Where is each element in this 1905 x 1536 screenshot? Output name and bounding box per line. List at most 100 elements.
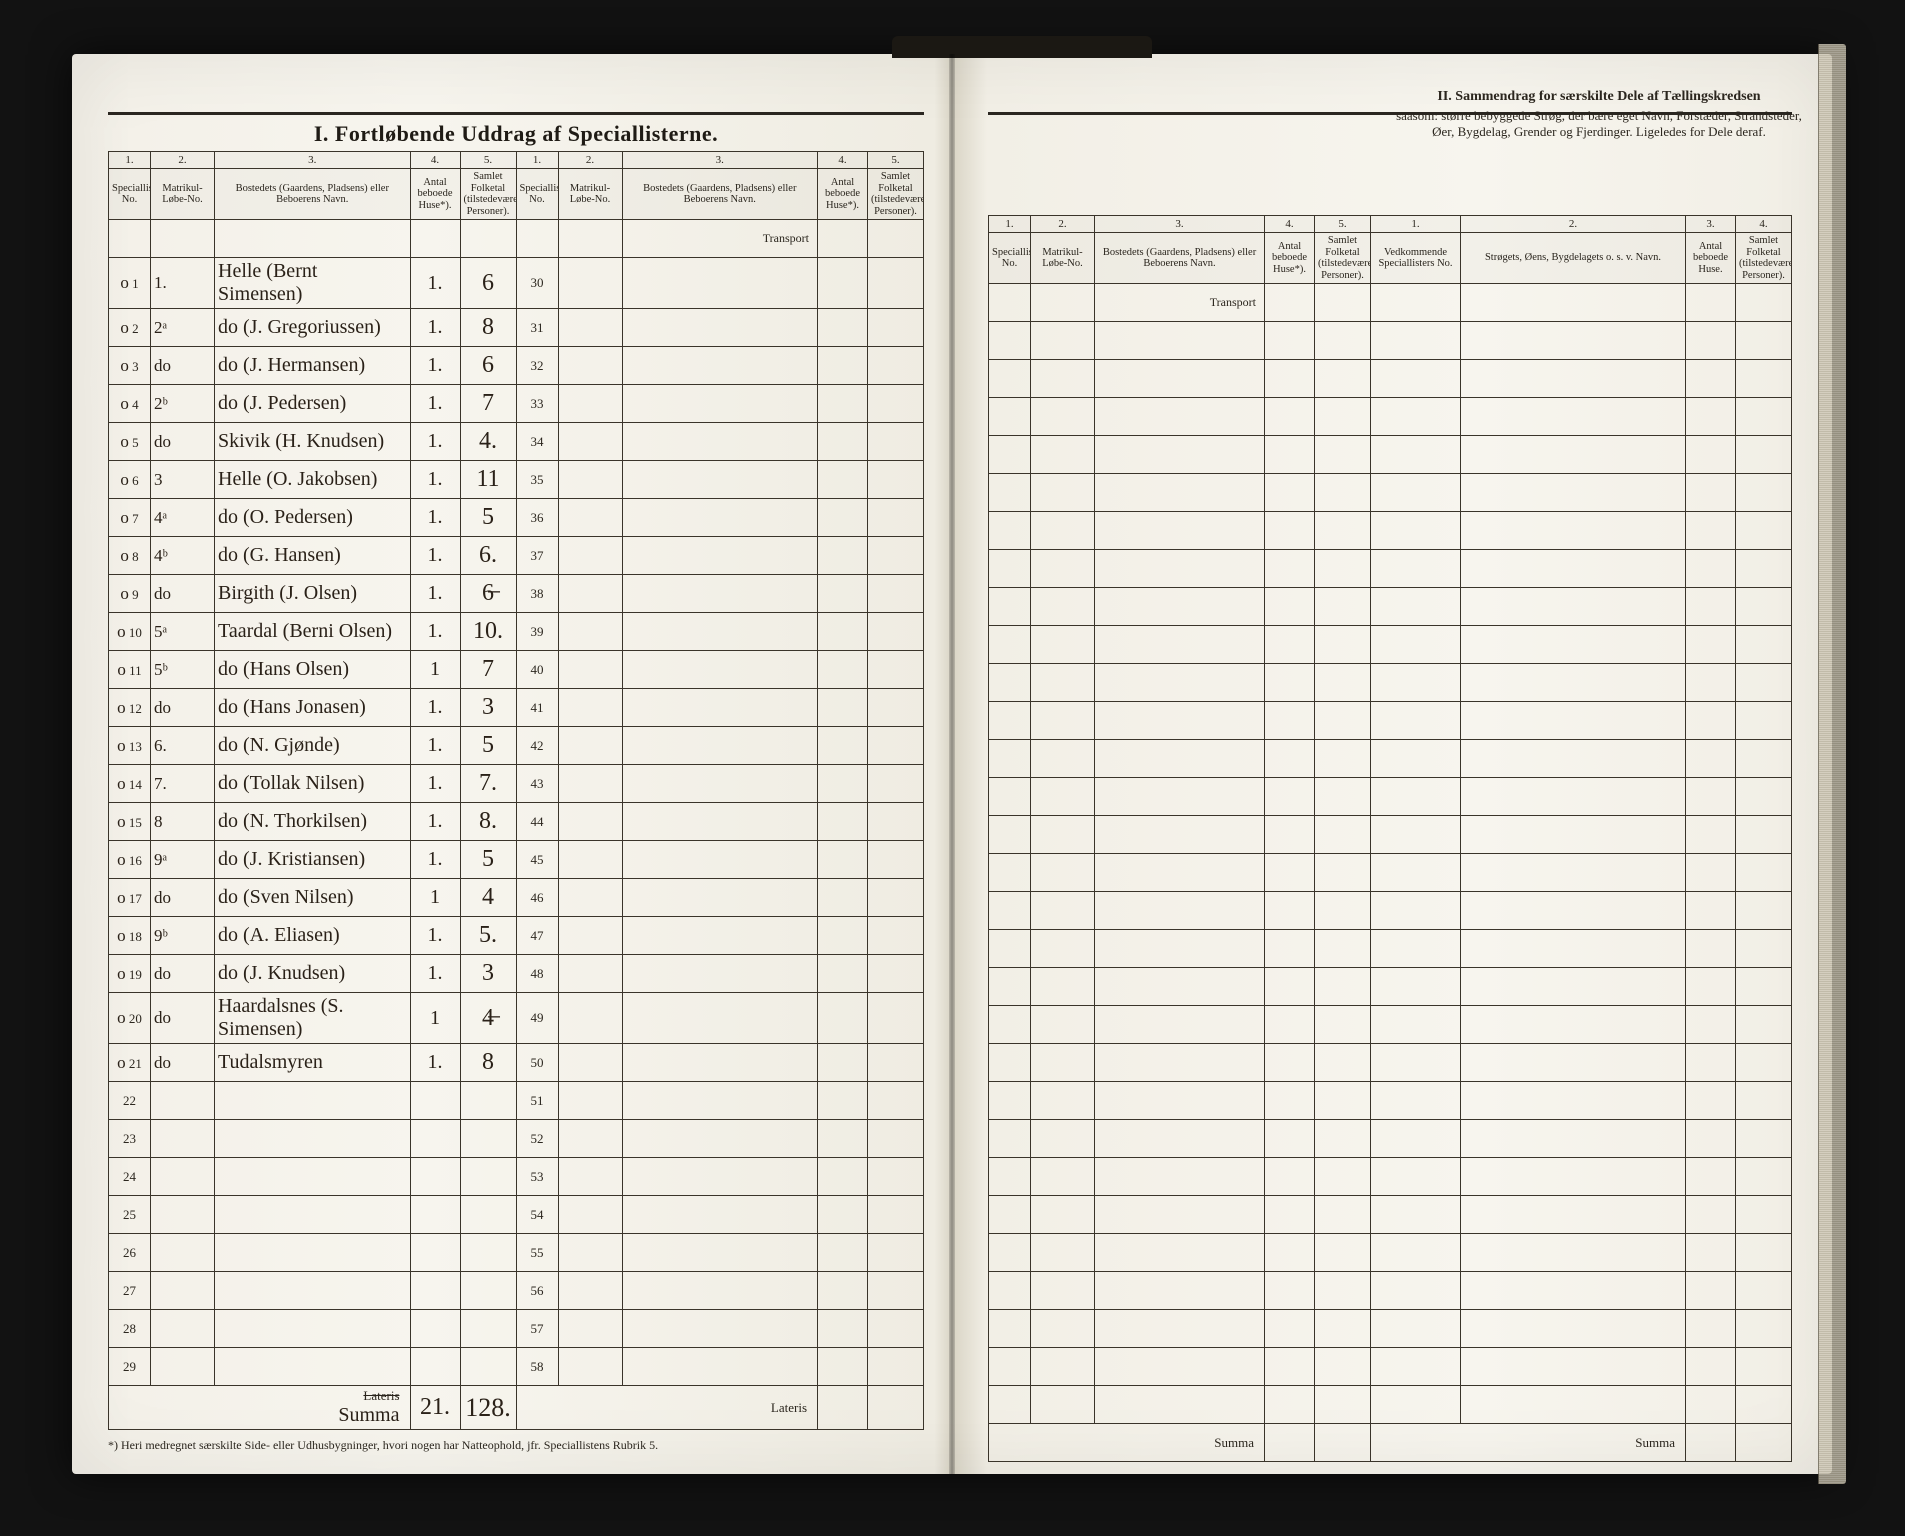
row-no: 26 [109, 1234, 151, 1272]
transport-row: Transport [109, 220, 924, 258]
row-no: o 5 [109, 423, 151, 461]
table-row [989, 664, 1792, 702]
row-no: 23 [109, 1120, 151, 1158]
col-header: Antal beboede Huse*). [818, 169, 868, 220]
row-no: 29 [109, 1348, 151, 1386]
bosted-name: do (J. Gregoriussen) [215, 309, 411, 347]
row-no: o 16 [109, 841, 151, 879]
empty-cell [818, 841, 868, 879]
row-no: 28 [109, 1310, 151, 1348]
row-no-b: 40 [516, 651, 558, 689]
empty-cell [558, 613, 622, 651]
row-no: o 3 [109, 347, 151, 385]
lobe-no: 4ᵃ [151, 499, 215, 537]
row-no: o 6 [109, 461, 151, 499]
row-no: 22 [109, 1082, 151, 1120]
empty-cell [818, 689, 868, 727]
col-header: Samlet Folketal (tilstedeværende Persone… [868, 169, 924, 220]
empty-cell [558, 727, 622, 765]
lobe-no: do [151, 575, 215, 613]
row-no-b: 53 [516, 1158, 558, 1196]
row-no: o 7 [109, 499, 151, 537]
empty-cell [622, 917, 818, 955]
folketal: 7. [460, 765, 516, 803]
right-page: II. Sammendrag for særskilte Dele af Tæl… [952, 54, 1832, 1474]
empty-cell [868, 955, 924, 993]
lateris-label: LaterisSumma [109, 1386, 411, 1430]
col-header: Matrikul-Løbe-No. [1031, 233, 1095, 284]
empty-cell [818, 727, 868, 765]
row-no: o 18 [109, 917, 151, 955]
table-row: 26 55 [109, 1234, 924, 1272]
empty-cell [818, 258, 868, 309]
row-no: o 2 [109, 309, 151, 347]
lobe-no: do [151, 955, 215, 993]
empty-cell [622, 423, 818, 461]
row-no-b: 31 [516, 309, 558, 347]
empty-cell [558, 841, 622, 879]
folketal: 6 [460, 258, 516, 309]
empty-cell [558, 347, 622, 385]
empty-cell [818, 461, 868, 499]
lobe-no: do [151, 423, 215, 461]
table-row [989, 322, 1792, 360]
col-header: Bostedets (Gaardens, Pladsens) eller Beb… [215, 169, 411, 220]
row-no-b: 47 [516, 917, 558, 955]
bosted-name: Skivik (H. Knudsen) [215, 423, 411, 461]
col-header: Bostedets (Gaardens, Pladsens) eller Beb… [622, 169, 818, 220]
lobe-no: do [151, 689, 215, 727]
summa-row: SummaSumma [989, 1424, 1792, 1462]
huse: 1. [410, 385, 460, 423]
lobe-no: 6. [151, 727, 215, 765]
empty-cell [558, 1044, 622, 1082]
bosted-name: do (Hans Olsen) [215, 651, 411, 689]
table-row [989, 1196, 1792, 1234]
row-no: 25 [109, 1196, 151, 1234]
row-no: o 4 [109, 385, 151, 423]
empty-cell [558, 575, 622, 613]
row-no-b: 52 [516, 1120, 558, 1158]
huse: 1. [410, 765, 460, 803]
bosted-name: Helle (O. Jakobsen) [215, 461, 411, 499]
row-no: o 17 [109, 879, 151, 917]
table-row: o 22ᵃdo (J. Gregoriussen)1.831 [109, 309, 924, 347]
table-row [989, 398, 1792, 436]
empty-cell [558, 258, 622, 309]
folketal: 5 [460, 727, 516, 765]
colnum: 5. [1315, 216, 1371, 233]
table-row [989, 892, 1792, 930]
folketal: 4. [460, 423, 516, 461]
empty-cell [818, 347, 868, 385]
lobe-no: 5ᵇ [151, 651, 215, 689]
row-no-b: 56 [516, 1272, 558, 1310]
bosted-name: do (O. Pedersen) [215, 499, 411, 537]
row-no: o 8 [109, 537, 151, 575]
table-row: o 12dodo (Hans Jonasen)1.341 [109, 689, 924, 727]
table-row: o 3dodo (J. Hermansen)1.632 [109, 347, 924, 385]
lobe-no: 1. [151, 258, 215, 309]
row-no-b: 50 [516, 1044, 558, 1082]
row-no-b: 55 [516, 1234, 558, 1272]
table-row [989, 436, 1792, 474]
empty-cell [558, 423, 622, 461]
row-no-b: 44 [516, 803, 558, 841]
table-row [989, 968, 1792, 1006]
bosted-name: do (J. Kristiansen) [215, 841, 411, 879]
col-header: Samlet Folketal (tilstedeværende Persone… [1315, 233, 1371, 284]
bosted-name: do (Hans Jonasen) [215, 689, 411, 727]
empty-cell [622, 803, 818, 841]
row-no-b: 43 [516, 765, 558, 803]
huse: 1. [410, 258, 460, 309]
lateris-row: LaterisSumma21.128.Lateris [109, 1386, 924, 1430]
empty-cell [558, 955, 622, 993]
empty-cell [818, 765, 868, 803]
table-row: 2958 [109, 1348, 924, 1386]
table-row: o 115ᵇdo (Hans Olsen)1740 [109, 651, 924, 689]
col-header: Antal beboede Huse*). [410, 169, 460, 220]
row-no-b: 45 [516, 841, 558, 879]
table-row [989, 930, 1792, 968]
lobe-no: do [151, 879, 215, 917]
empty-cell [868, 309, 924, 347]
row-no: 27 [109, 1272, 151, 1310]
huse: 1. [410, 499, 460, 537]
